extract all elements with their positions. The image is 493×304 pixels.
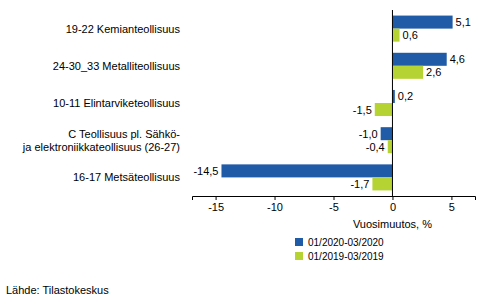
category-labels: 19-22 Kemianteollisuus 24-30_33 Metallite… (22, 23, 181, 184)
legend-label: 01/2019-03/2019 (308, 251, 384, 262)
tick-label: -10 (267, 201, 283, 213)
legend-label: 01/2020-03/2020 (308, 237, 384, 248)
bar (392, 66, 423, 79)
data-label: 0,2 (398, 90, 413, 102)
legend: 01/2020-03/2020 01/2019-03/2019 (295, 237, 384, 262)
plot: -15 -10 -5 0 5 5,1 4,6 0,2 -1,0 -14,5 0,6 2,6 -1,5 -0… (193, 10, 476, 213)
tick-mark (392, 196, 393, 200)
tick-mark (216, 196, 217, 200)
tick-label: 0 (390, 201, 396, 213)
source: Lähde: Tilastokeskus (6, 284, 109, 296)
bar (375, 103, 393, 116)
data-label: 0,6 (403, 29, 418, 41)
bar (392, 29, 399, 42)
bar (381, 127, 393, 140)
data-label: -14,5 (193, 165, 218, 177)
tick: -10 (267, 196, 283, 213)
bar (372, 177, 392, 190)
bar (388, 140, 393, 153)
bar (392, 53, 446, 66)
tick-mark (334, 196, 335, 200)
data-labels: 5,1 4,6 0,2 -1,0 -14,5 0,6 2,6 -1,5 -0,4 -1,7 (193, 16, 470, 190)
category-label: 16-17 Metsäteollisuus (73, 171, 181, 183)
x-axis: -15 -10 -5 0 5 (193, 196, 476, 213)
category-label: 10-11 Elintarviketeollisuus (53, 97, 180, 109)
tick: 0 (390, 196, 396, 213)
tick-mark (451, 196, 452, 200)
zero-line (392, 10, 393, 196)
tick: -5 (329, 196, 339, 213)
bar (221, 164, 392, 177)
category-label: C Teollisuus pl. Sähkö-ja elektroniikkat… (22, 128, 180, 153)
category-label: 24-30_33 Metalliteollisuus (53, 60, 181, 72)
tick-label: -15 (208, 201, 224, 213)
bars (221, 16, 452, 191)
data-label: -1,5 (353, 104, 372, 116)
data-label: -0,4 (366, 141, 385, 153)
bar (392, 16, 452, 29)
axis-title: Vuosimuutos, % (353, 218, 432, 230)
data-label: -1,0 (359, 128, 378, 140)
tick-label: -5 (329, 201, 339, 213)
data-label: 2,6 (426, 66, 441, 78)
data-label: 4,6 (450, 53, 465, 65)
tick-mark (275, 196, 276, 200)
axis-line (193, 197, 476, 201)
legend-swatch (295, 238, 303, 246)
legend-swatch (295, 252, 303, 260)
data-label: -1,7 (350, 178, 369, 190)
tick: -15 (208, 196, 224, 213)
category-label: 19-22 Kemianteollisuus (66, 23, 181, 35)
data-label: 5,1 (456, 16, 471, 28)
chart: -15 -10 -5 0 5 5,1 4,6 0,2 -1,0 -14,5 0,6 2,6 -1,5 -0… (0, 0, 493, 304)
tick-label: 5 (449, 201, 455, 213)
tick: 5 (449, 196, 455, 213)
